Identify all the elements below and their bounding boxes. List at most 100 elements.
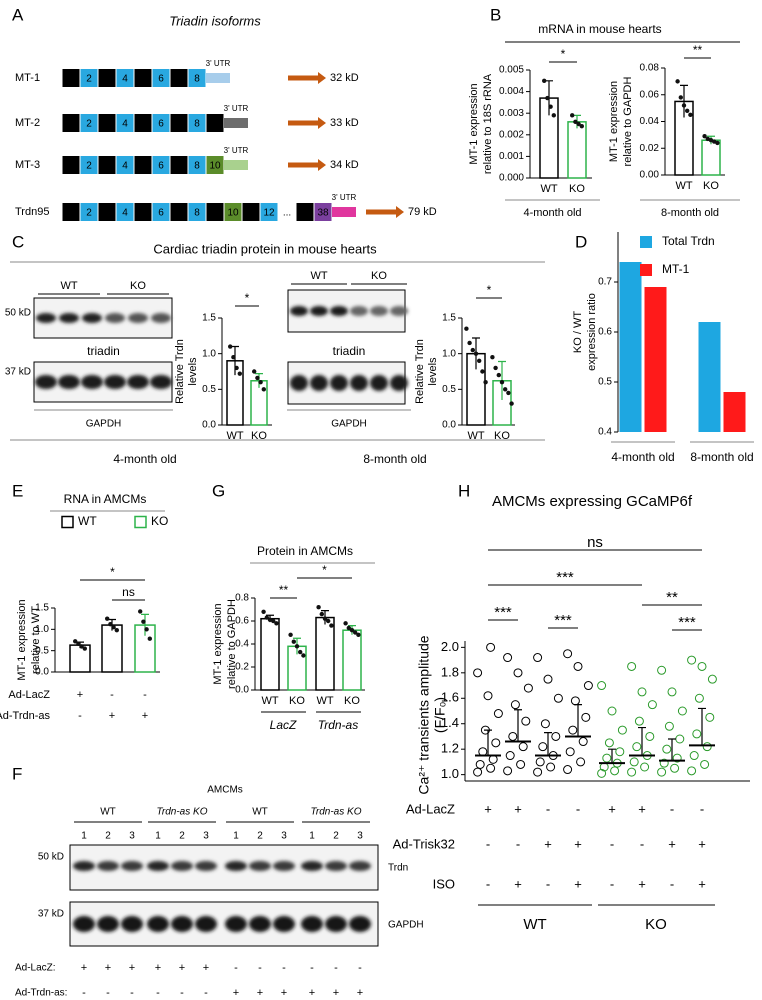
exon-label: 4 <box>122 161 128 172</box>
data-point <box>228 344 233 349</box>
condition-sign: + <box>81 962 87 974</box>
y-tick-label: 1.6 <box>441 690 459 705</box>
x-tick-label: KO <box>703 180 719 192</box>
condition-sign: - <box>610 836 614 851</box>
exon <box>116 156 134 174</box>
error-bar <box>574 704 582 737</box>
exon <box>152 114 170 132</box>
isoform-name: MT-3 <box>15 159 40 171</box>
band <box>81 375 103 389</box>
legend-swatch <box>134 515 147 529</box>
data-point <box>499 380 505 385</box>
error-bar <box>698 707 706 746</box>
data-point <box>138 609 143 614</box>
x-tick-label: WT <box>316 695 333 707</box>
legend-swatch <box>640 264 652 276</box>
protein-size: 34 kD <box>330 159 359 171</box>
data-point <box>291 639 296 644</box>
panel-title: Cardiac triadin protein in mouse hearts <box>153 241 377 256</box>
data-point <box>551 113 556 118</box>
band <box>151 313 171 323</box>
isoform-name: MT-2 <box>15 117 40 129</box>
condition-sign: - <box>358 962 362 974</box>
data-point <box>647 700 657 710</box>
y-axis-label: relative to 18S rRNA <box>482 73 494 174</box>
data-point <box>583 681 593 691</box>
isoform-name: MT-1 <box>15 72 40 84</box>
data-point <box>675 79 680 84</box>
isoform-name: Trdn95 <box>15 206 49 218</box>
exon <box>170 69 188 87</box>
condition-sign: + <box>129 962 135 974</box>
y-axis-label: expression ratio <box>586 293 598 371</box>
exon <box>62 156 80 174</box>
data-point <box>533 653 543 663</box>
exon-label: 5 <box>140 208 146 219</box>
legend-swatch <box>61 515 74 529</box>
utr-label: 3' UTR <box>332 193 357 202</box>
y-axis-label: (F/F₀) <box>432 697 448 733</box>
x-tick-label: KO <box>289 695 305 707</box>
bar <box>701 139 721 176</box>
exon <box>134 114 152 132</box>
data-point <box>573 119 578 125</box>
condition-sign: - <box>576 801 580 816</box>
data-point <box>508 731 518 741</box>
data-point <box>687 766 697 776</box>
y-axis-label: relative to GAPDH <box>226 599 238 689</box>
error-bar <box>514 709 522 742</box>
y-tick-label: 0.0 <box>35 667 49 678</box>
panel-label: B <box>490 5 501 24</box>
condition-sign: + <box>179 962 185 974</box>
lane-label: 3 <box>357 831 363 842</box>
exon-label: 38 <box>317 208 329 219</box>
exon <box>116 69 134 87</box>
exon <box>224 203 242 221</box>
data-point <box>667 687 677 697</box>
data-point <box>503 387 508 392</box>
group-label: WT <box>310 270 327 282</box>
data-point <box>261 609 266 614</box>
exon <box>296 203 314 221</box>
condition-sign: - <box>546 801 550 816</box>
exon <box>206 114 224 132</box>
band <box>330 306 348 316</box>
y-tick-label: 1.8 <box>441 664 459 679</box>
exon-label: 3 <box>104 74 110 85</box>
y-tick-label: 1.2 <box>441 741 459 756</box>
protein-size: 79 kD <box>408 206 437 218</box>
band <box>127 375 149 389</box>
data-point <box>697 661 707 671</box>
exon-label: ... <box>283 208 291 219</box>
data-point <box>114 627 120 633</box>
y-axis-label: MT-1 expression <box>16 599 28 680</box>
exon <box>152 156 170 174</box>
significance-label: * <box>245 291 250 305</box>
data-point <box>677 706 687 716</box>
exon <box>206 203 224 221</box>
condition-sign: + <box>281 987 287 999</box>
data-point <box>645 731 655 741</box>
exon-label: 4 <box>122 208 128 219</box>
protein-label: GAPDH <box>388 920 424 931</box>
exon <box>242 203 260 221</box>
y-axis-label: levels <box>427 357 439 386</box>
significance-label: ** <box>279 583 289 597</box>
y-tick-label: 1.5 <box>35 603 49 614</box>
data-point <box>329 623 334 628</box>
condition-sign: - <box>78 710 82 722</box>
bar <box>260 617 280 691</box>
group-label: Trdn-as KO <box>311 807 362 818</box>
data-point <box>82 646 88 651</box>
y-tick-label: 0.4 <box>598 427 612 438</box>
utr <box>206 73 230 83</box>
x-tick-label: WT <box>226 430 243 442</box>
exon <box>152 203 170 221</box>
band <box>349 916 371 932</box>
exon <box>98 114 116 132</box>
x-tick-label: 4-month old <box>611 450 674 464</box>
condition-sign: - <box>334 962 338 974</box>
data-point <box>576 757 586 767</box>
data-point <box>464 326 469 331</box>
utr-label: 3' UTR <box>224 146 249 155</box>
